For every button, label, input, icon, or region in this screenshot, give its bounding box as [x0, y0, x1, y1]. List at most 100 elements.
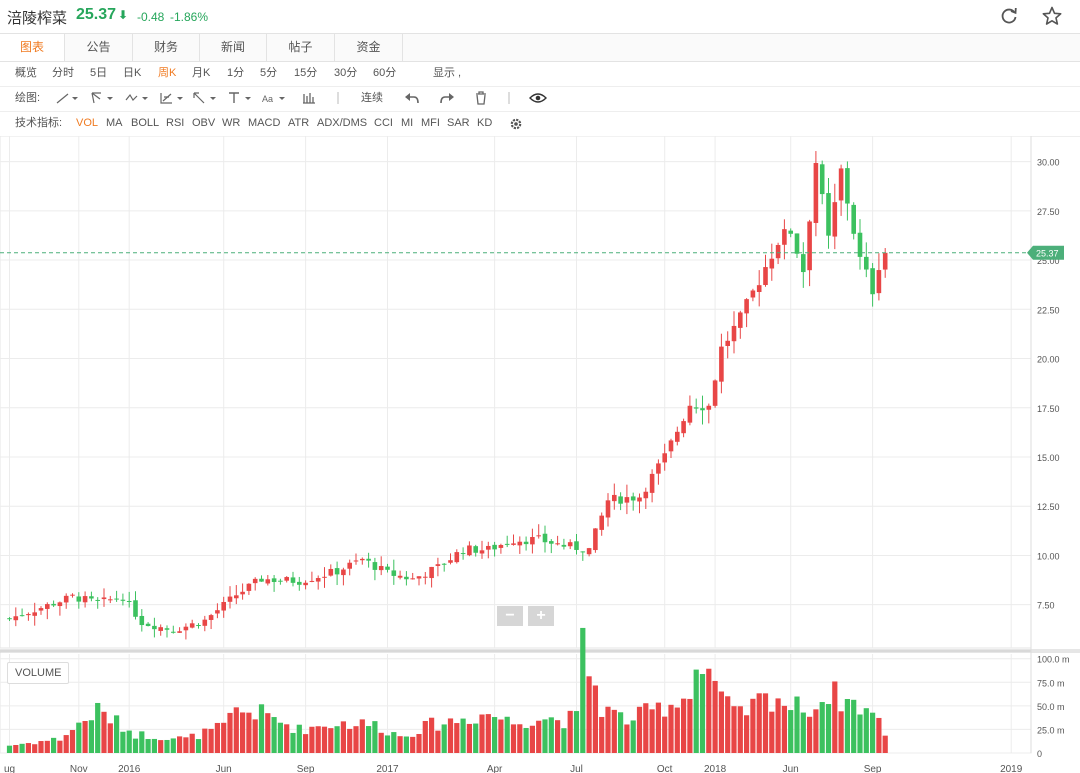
star-icon[interactable]: [1041, 5, 1063, 27]
volume-bar: [51, 737, 57, 753]
candle-body: [246, 583, 252, 591]
refresh-icon[interactable]: [998, 5, 1020, 27]
volume-bar: [693, 669, 699, 753]
indicator-rsi[interactable]: RSI: [166, 117, 185, 129]
settings-gear-icon[interactable]: [509, 117, 523, 131]
tab-posts[interactable]: 帖子: [267, 34, 335, 61]
candle-body: [347, 562, 352, 569]
candle-body: [813, 162, 819, 223]
font-size-icon[interactable]: Aa: [261, 91, 287, 105]
zoom-in-button[interactable]: +: [528, 606, 554, 626]
price-panel: [0, 136, 1032, 649]
indicator-wr[interactable]: WR: [222, 117, 241, 129]
volume-bar: [466, 723, 472, 753]
volume-bar: [38, 741, 44, 753]
candle-body: [857, 232, 863, 257]
line-tool-icon[interactable]: [55, 92, 79, 104]
wave-tool-icon[interactable]: [124, 91, 150, 105]
period-60min[interactable]: 60分: [373, 67, 397, 79]
indicator-cci[interactable]: CCI: [374, 117, 393, 129]
volume-bar: [447, 718, 454, 753]
period-5min[interactable]: 5分: [260, 67, 278, 79]
period-intraday[interactable]: 分时: [52, 67, 74, 79]
trash-icon[interactable]: [474, 90, 488, 106]
period-monthly[interactable]: 月K: [192, 67, 211, 79]
indicator-adx[interactable]: ADX/DMS: [317, 117, 368, 129]
candle-body: [372, 562, 378, 570]
undo-icon[interactable]: [404, 91, 420, 105]
candle-body: [624, 497, 630, 503]
stock-chart[interactable]: 7.5010.0012.5015.0017.5020.0022.5025.002…: [0, 136, 1080, 773]
volume-bar: [523, 727, 529, 753]
candle-body: [656, 463, 661, 474]
period-5day[interactable]: 5日: [90, 67, 108, 79]
indicator-mfi[interactable]: MFI: [421, 117, 440, 129]
period-weekly[interactable]: 周K: [158, 67, 177, 79]
candle-body: [744, 299, 749, 314]
volume-bar: [303, 734, 309, 753]
volume-bar: [857, 714, 863, 753]
candle-body: [13, 616, 19, 621]
indicator-macd[interactable]: MACD: [248, 117, 281, 129]
tab-announcements[interactable]: 公告: [65, 34, 133, 61]
bar-style-icon[interactable]: [302, 91, 316, 105]
last-price-label: 25.37: [1036, 248, 1059, 258]
volume-bar: [252, 719, 258, 753]
candle-body: [202, 619, 208, 626]
volume-bar: [712, 680, 718, 753]
indicator-vol[interactable]: VOL: [76, 117, 99, 129]
arrow-tool-icon[interactable]: [192, 91, 218, 105]
candle-body: [649, 473, 655, 493]
candle-body: [630, 496, 636, 501]
tab-funds[interactable]: 资金: [335, 34, 403, 61]
tab-news[interactable]: 新闻: [200, 34, 267, 61]
volume-bar: [145, 739, 151, 753]
indicator-kd[interactable]: KD: [477, 117, 493, 129]
zoom-out-button[interactable]: −: [497, 606, 523, 626]
volume-bar: [510, 724, 517, 753]
volume-bar: [485, 714, 491, 753]
volume-bar: [555, 720, 561, 753]
volume-bar: [296, 724, 302, 753]
candle-body: [378, 566, 384, 571]
volume-bar: [605, 706, 611, 753]
volume-bar: [832, 681, 838, 753]
volume-bar: [290, 732, 296, 753]
period-15min[interactable]: 15分: [294, 67, 318, 79]
volume-bar: [731, 706, 737, 753]
candle-body: [586, 548, 592, 555]
candle-body: [523, 541, 529, 545]
candle-body: [334, 568, 340, 575]
period-30min[interactable]: 30分: [334, 67, 358, 79]
candle-body: [51, 603, 56, 606]
eye-icon[interactable]: [529, 92, 547, 104]
time-tick-label: Jul: [570, 764, 583, 773]
period-daily[interactable]: 日K: [123, 67, 142, 79]
volume-bar: [599, 716, 605, 753]
indicator-obv[interactable]: OBV: [192, 117, 216, 129]
indicator-mi[interactable]: MI: [401, 117, 414, 129]
indicator-sar[interactable]: SAR: [447, 117, 470, 129]
indicator-ma[interactable]: MA: [106, 117, 123, 129]
candle-body: [574, 541, 579, 550]
fork-tool-icon[interactable]: [89, 91, 115, 105]
indicator-atr[interactable]: ATR: [288, 117, 310, 129]
connect-toggle[interactable]: 连续: [361, 92, 383, 104]
overview-label[interactable]: 概览: [15, 67, 37, 79]
candle-body: [391, 570, 397, 576]
redo-icon[interactable]: [439, 91, 455, 105]
volume-bar: [164, 739, 170, 753]
volume-bar: [82, 721, 88, 753]
volume-bar: [328, 728, 334, 753]
text-tool-icon[interactable]: [227, 91, 253, 105]
tab-finance[interactable]: 财务: [133, 34, 200, 61]
candle-body: [719, 346, 724, 382]
tab-chart[interactable]: 图表: [0, 34, 65, 61]
period-1min[interactable]: 1分: [227, 67, 245, 79]
candle-body: [57, 602, 63, 607]
candle-body: [435, 564, 441, 566]
display-menu[interactable]: 显示 ,: [433, 67, 462, 79]
indicator-boll[interactable]: BOLL: [131, 117, 160, 129]
fib-tool-icon[interactable]: [159, 91, 185, 105]
price-tick-label: 25.00: [1037, 256, 1060, 266]
